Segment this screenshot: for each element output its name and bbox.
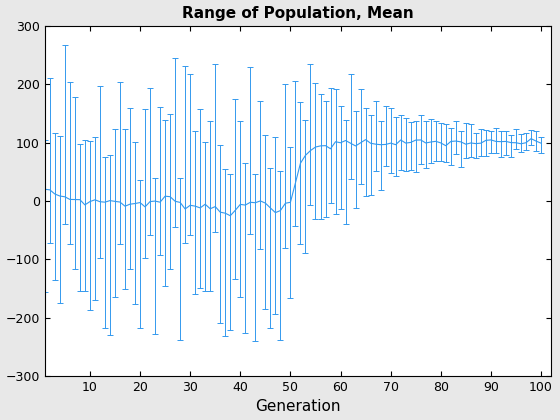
Title: Range of Population, Mean: Range of Population, Mean [182,5,414,21]
X-axis label: Generation: Generation [255,399,340,415]
